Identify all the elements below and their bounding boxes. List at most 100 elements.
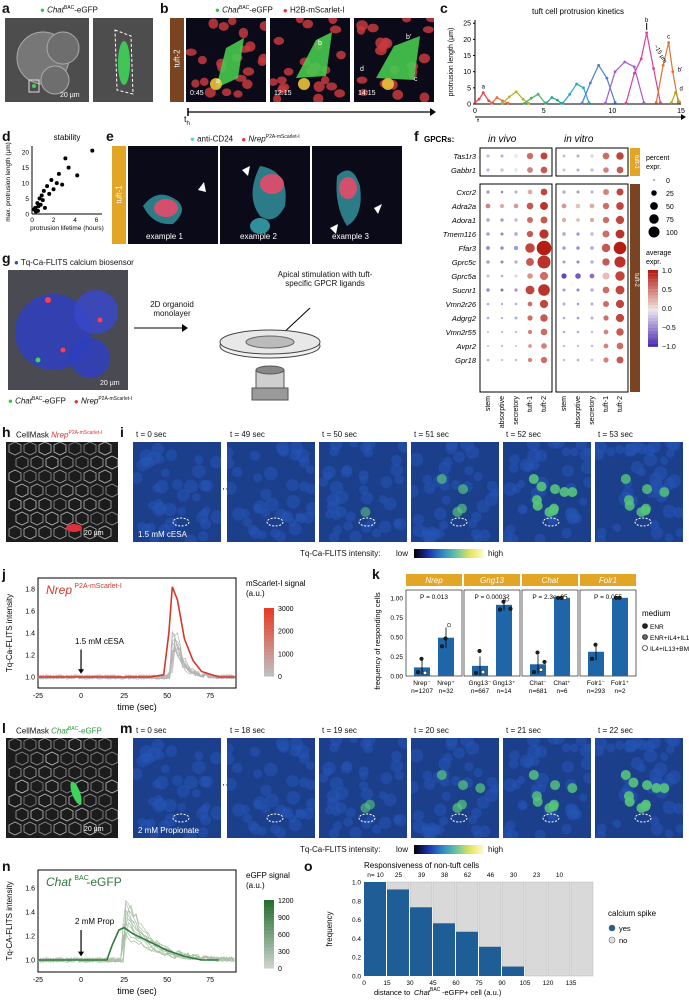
- responding-cell: [548, 505, 559, 516]
- dot-invivo: [527, 217, 533, 223]
- responding-cell: [475, 783, 486, 794]
- tuft-roi: [542, 813, 560, 823]
- ca-frame-i0: [133, 442, 221, 542]
- dot-invivo: [539, 229, 549, 239]
- cell-baseline: [438, 520, 449, 530]
- dot-invitro: [576, 358, 580, 362]
- box-invivo-tuft2: [479, 183, 553, 393]
- tuft-roi: [450, 813, 468, 823]
- cbar-swatch: [264, 642, 274, 646]
- background-trace: [37, 899, 235, 963]
- series-point: [588, 81, 592, 85]
- cell-baseline: [378, 520, 392, 534]
- nucleus: [334, 89, 346, 98]
- cell-baseline: [149, 829, 160, 838]
- celltype-label: tuft-1: [603, 396, 610, 412]
- series-point: [506, 101, 510, 105]
- series-point: [501, 101, 504, 105]
- cell-outline: [90, 779, 104, 794]
- cell-baseline: [411, 780, 419, 794]
- cell-baseline: [595, 448, 605, 461]
- size-legend-dot: [649, 214, 659, 224]
- y-tick-label: 5: [25, 196, 29, 203]
- cell-outline: [45, 455, 59, 470]
- cell-baseline: [298, 481, 310, 492]
- responding-cell: [623, 791, 634, 802]
- cell-baseline: [445, 738, 457, 751]
- ca-frame-i1: [227, 442, 315, 542]
- cell-outline: [68, 497, 82, 512]
- cbar-value: 1200: [278, 898, 294, 905]
- cell-baseline: [145, 818, 156, 829]
- annot-b: b: [645, 18, 649, 24]
- data-point: [38, 202, 43, 207]
- tuft-nucleus: [298, 78, 310, 90]
- series-point: [507, 95, 511, 99]
- cell-baseline: [394, 771, 404, 781]
- cell-baseline: [506, 533, 519, 542]
- cell-baseline: [184, 534, 197, 542]
- tuft-roi: [634, 813, 652, 823]
- cbar-swatch: [264, 625, 274, 629]
- tuft-cell-egfp: [376, 36, 420, 80]
- tuft-roi: [634, 517, 652, 527]
- ca-frame-m0: [133, 738, 221, 838]
- dot-invitro: [562, 232, 566, 236]
- construct-sup: P2A-mScarlet-I: [74, 583, 122, 590]
- cell-outline: [38, 442, 52, 456]
- n-label: n=6: [556, 688, 567, 695]
- cell-outline: [68, 469, 82, 484]
- cell-outline: [38, 469, 52, 484]
- x-tick-label: 75: [206, 693, 214, 700]
- series-point: [605, 76, 609, 80]
- responding-cell: [458, 484, 469, 495]
- series-point: [604, 101, 607, 105]
- cell-baseline: [305, 465, 315, 474]
- cell-outline: [98, 497, 112, 512]
- panel-f-label: f: [414, 128, 419, 144]
- cell-baseline: [145, 522, 156, 533]
- dot-invitro: [576, 246, 580, 250]
- cell-baseline: [288, 518, 298, 527]
- series-point: [613, 100, 617, 104]
- step-label: 2D organoid monolayer: [150, 300, 194, 318]
- ca-frame-i3: [411, 442, 499, 542]
- y-tick-label: 1.4: [25, 910, 35, 917]
- dot-invivo: [486, 344, 490, 348]
- dot-invivo: [486, 358, 490, 362]
- cell-baseline: [438, 816, 449, 826]
- cell-baseline: [334, 786, 349, 800]
- cbar-swatch: [264, 645, 274, 650]
- responding-cell: [531, 495, 542, 506]
- panel-e-legend: ● anti-CD24 ● NrepP2A-mScarlet-I: [190, 134, 300, 144]
- cell-baseline: [673, 507, 683, 518]
- dot-invivo: [486, 288, 490, 292]
- responding-cell: [642, 484, 653, 495]
- i-colorbar-high: high: [488, 549, 504, 558]
- tuft-nucleus: [210, 78, 222, 90]
- dot-invivo: [514, 302, 518, 306]
- cell-baseline: [275, 738, 290, 751]
- nucleus: [419, 92, 430, 102]
- bar-no: [386, 881, 410, 890]
- x-axis-label: time (sec): [117, 986, 157, 996]
- data-point: [40, 198, 45, 203]
- y-tick-label: 1.4: [25, 631, 35, 638]
- n-label: n=1207: [411, 688, 433, 695]
- responding-cell: [620, 473, 631, 484]
- cbar-swatch: [264, 659, 274, 663]
- ca-cells: [319, 442, 407, 542]
- x-tick-label: 105: [520, 980, 531, 987]
- tuft-cell-egfp: [296, 32, 332, 78]
- cell-baseline: [264, 466, 278, 481]
- cell-baseline: [390, 463, 403, 477]
- cbar-swatch: [264, 937, 274, 942]
- tuft-nucleus: [382, 78, 394, 90]
- gene-label: Cxcr2: [456, 188, 476, 197]
- responsiveness-chart: Responsiveness of non-tuft cells frequenc…: [325, 861, 657, 997]
- cell-baseline: [653, 762, 668, 776]
- plot-frame: [37, 577, 237, 689]
- cell-outline: [90, 511, 104, 526]
- x-tick-label: 0: [79, 693, 83, 700]
- replicate-point: [508, 606, 513, 611]
